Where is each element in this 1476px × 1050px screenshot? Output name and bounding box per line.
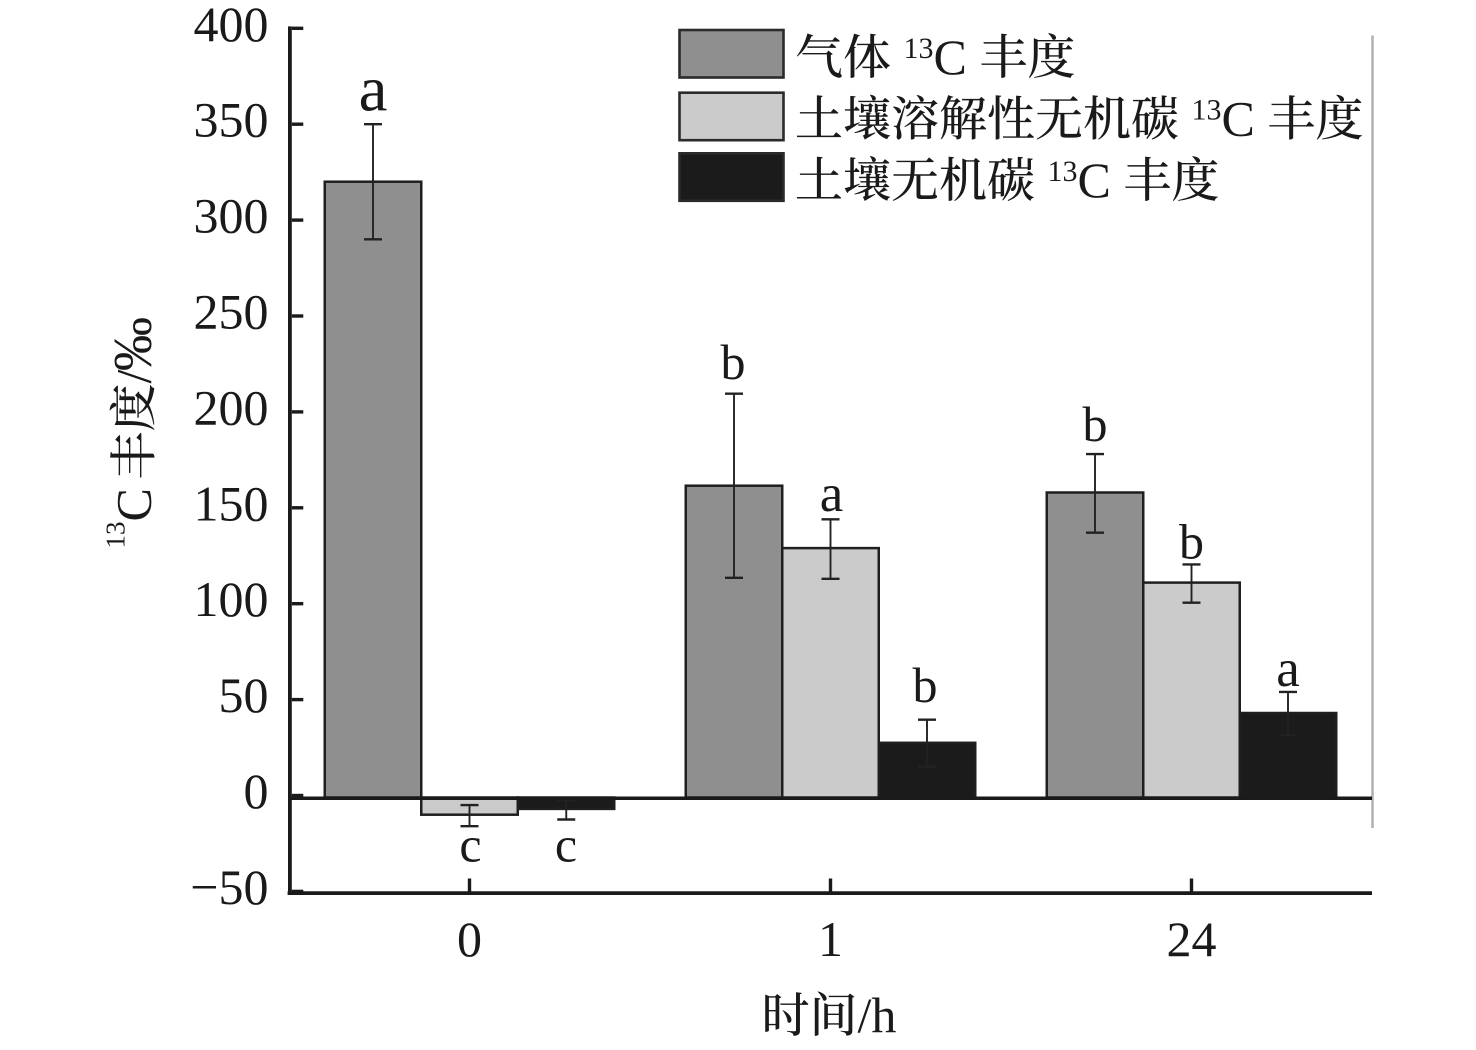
svg-text:−50: −50	[190, 859, 268, 915]
svg-text:a: a	[359, 54, 388, 126]
svg-text:13: 13	[904, 32, 934, 65]
svg-text:a: a	[1276, 640, 1300, 698]
svg-text:1: 1	[818, 911, 843, 967]
svg-text:a: a	[820, 465, 844, 523]
svg-text:13: 13	[1192, 94, 1222, 127]
svg-text:200: 200	[194, 379, 269, 435]
svg-text:b: b	[1083, 396, 1108, 452]
svg-text:C: C	[106, 488, 162, 521]
svg-text:350: 350	[194, 92, 269, 148]
svg-text:C: C	[934, 29, 967, 85]
svg-text:13: 13	[1048, 155, 1078, 188]
svg-text:400: 400	[194, 0, 269, 52]
svg-text:‰: ‰	[103, 317, 163, 371]
svg-text:C: C	[1078, 152, 1111, 208]
svg-text:c: c	[459, 817, 481, 873]
svg-text:0: 0	[457, 911, 482, 967]
svg-text:/h: /h	[858, 987, 897, 1043]
svg-text:C: C	[1222, 91, 1255, 147]
svg-text:/: /	[106, 370, 162, 384]
svg-text:150: 150	[194, 475, 269, 531]
svg-text:300: 300	[194, 188, 269, 244]
svg-text:100: 100	[194, 571, 269, 627]
svg-text:c: c	[555, 817, 577, 873]
svg-text:b: b	[721, 334, 746, 390]
svg-text:13: 13	[101, 522, 131, 549]
svg-text:50: 50	[219, 667, 269, 723]
svg-text:b: b	[1179, 514, 1204, 570]
svg-text:b: b	[913, 657, 938, 713]
svg-text:250: 250	[194, 284, 269, 340]
svg-text:0: 0	[244, 763, 269, 819]
svg-text:24: 24	[1167, 911, 1217, 967]
